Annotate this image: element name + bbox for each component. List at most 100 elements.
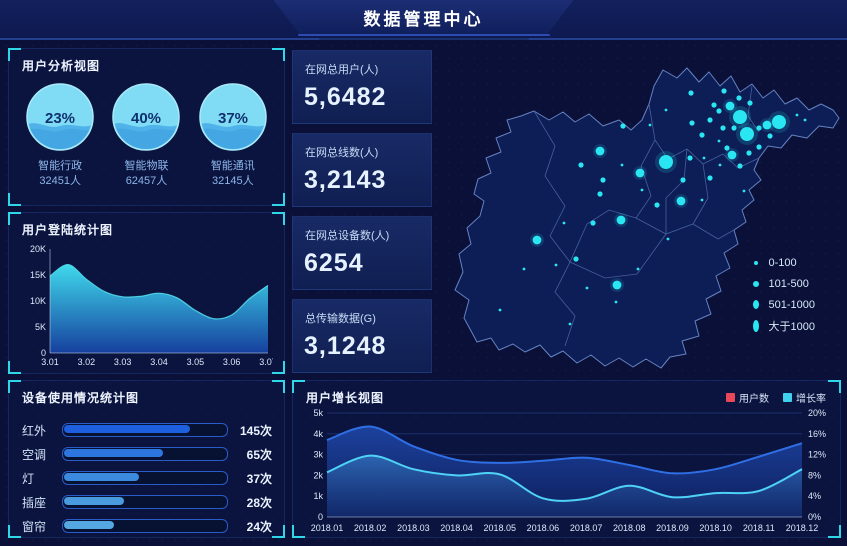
gauge-name: 智能物联 <box>124 160 169 172</box>
svg-text:3.06: 3.06 <box>223 357 241 367</box>
gauge-label: 智能物联 62457人 <box>124 159 168 190</box>
svg-text:2018.08: 2018.08 <box>613 523 646 533</box>
svg-text:4%: 4% <box>808 491 821 501</box>
panel-title: 用户增长视图 <box>306 391 385 405</box>
svg-text:37%: 37% <box>218 110 248 127</box>
map-legend-item: 大于1000 <box>752 315 816 336</box>
svg-text:0: 0 <box>318 512 323 522</box>
page-title: 数据管理中心 <box>363 9 484 29</box>
usage-bar-track <box>62 495 228 509</box>
svg-text:2018.06: 2018.06 <box>527 523 560 533</box>
svg-text:5K: 5K <box>35 322 46 332</box>
corner-bracket <box>8 48 21 61</box>
legend-label: 0-100 <box>768 256 797 269</box>
svg-text:16%: 16% <box>808 429 826 439</box>
legend-dot <box>752 319 759 332</box>
legend-label: 增长率 <box>796 394 826 405</box>
growth-chart: 0 1k 2k 3k 4k 5k 0% 4% 8% 12% 16% 20% 2018.01 2018.02… <box>311 408 826 533</box>
corner-bracket <box>272 525 285 538</box>
liquid-gauge: 40% 智能物联 62457人 <box>109 80 183 190</box>
svg-text:2018.07: 2018.07 <box>570 523 603 533</box>
gauge-group: 23% 智能行政 32451人 40% 智能物联 62457人 37% 智能通讯 32145人 <box>9 74 284 190</box>
region-map <box>454 67 840 369</box>
corner-bracket <box>292 525 305 538</box>
corner-bracket <box>8 212 21 225</box>
stat-card-total-data: 总传输数据(G) 3,1248 <box>292 299 432 373</box>
device-label: 插座 <box>22 495 47 510</box>
device-label: 窗帘 <box>22 519 47 534</box>
login-area-chart: 0 5K 10K 15K 20K 3.01 3.02 3.03 3.04 3.05 3.06 3.07 <box>30 244 273 367</box>
panel-title: 用户登陆统计图 <box>22 223 114 237</box>
usage-bar-track <box>62 423 228 437</box>
gauge-circle: 23% <box>26 83 94 151</box>
device-label: 灯 <box>22 471 35 486</box>
gauge-count: 62457人 <box>125 175 168 188</box>
svg-text:15K: 15K <box>30 270 46 280</box>
corner-bracket <box>272 212 285 225</box>
stat-label: 在网总设备数(人) <box>305 230 390 242</box>
svg-text:2018.10: 2018.10 <box>699 523 732 533</box>
gauge-count: 32145人 <box>212 175 254 188</box>
legend-item-用户数[interactable]: 用户数 <box>726 390 769 405</box>
stat-label: 总传输数据(G) <box>305 313 376 325</box>
usage-bar-track <box>62 447 228 461</box>
panel-device-usage: 设备使用情况统计图 红外 145次 空调 65次灯 37次 插座 28次 窗帘 24次 <box>8 380 285 538</box>
usage-bar-fill <box>64 497 124 505</box>
legend-item-增长率[interactable]: 增长率 <box>783 390 826 405</box>
gauge-circle: 37% <box>199 83 267 151</box>
device-usage-row: 灯 37次 <box>22 466 272 490</box>
svg-text:0: 0 <box>41 348 46 358</box>
device-usage-row: 红外 145次 <box>22 418 272 442</box>
svg-text:12%: 12% <box>808 450 826 460</box>
legend-label: 501-1000 <box>768 298 816 311</box>
usage-bar-fill <box>64 473 139 481</box>
map-legend-item: 501-1000 <box>752 294 816 315</box>
device-usage-row: 空调 65次 <box>22 442 272 466</box>
corner-bracket <box>8 361 21 374</box>
svg-text:3k: 3k <box>313 450 323 460</box>
svg-text:2018.02: 2018.02 <box>354 523 387 533</box>
usage-count: 28次 <box>246 495 272 510</box>
corner-bracket <box>292 380 305 393</box>
legend-label: 大于1000 <box>768 320 815 333</box>
usage-bar-fill <box>64 425 191 433</box>
svg-text:3.07: 3.07 <box>259 357 273 367</box>
corner-bracket <box>828 525 841 538</box>
svg-text:2018.12: 2018.12 <box>786 523 819 533</box>
gauge-count: 32451人 <box>39 175 81 188</box>
legend-swatch <box>783 393 792 402</box>
map-panel: 0-100 101-500 501-1000 大于1000 <box>437 48 841 374</box>
panel-user-growth: 用户增长视图 用户数 增长率 0 1k 2k 3k 4k 5k 0% 4% 8% 12% 16% 20%… <box>292 380 841 538</box>
corner-bracket <box>828 380 841 393</box>
usage-bar-fill <box>64 449 163 457</box>
device-usage-row: 插座 28次 <box>22 490 272 514</box>
corner-bracket <box>8 380 21 393</box>
stat-card-total-users: 在网总用户(人) 5,6482 <box>292 50 432 124</box>
gauge-label: 智能通讯 32145人 <box>211 159 255 190</box>
legend-label: 用户数 <box>739 394 769 405</box>
gauge-name: 智能行政 <box>38 160 83 172</box>
title-decoration <box>284 34 564 40</box>
usage-count: 37次 <box>246 471 272 486</box>
legend-dot <box>752 300 759 309</box>
legend-label: 101-500 <box>768 277 809 290</box>
liquid-gauge: 37% 智能通讯 32145人 <box>196 80 270 190</box>
svg-text:3.01: 3.01 <box>41 357 59 367</box>
svg-text:2018.11: 2018.11 <box>743 523 775 533</box>
corner-bracket <box>8 525 21 538</box>
stat-value: 3,2143 <box>304 166 387 194</box>
map-scatter-dots <box>498 88 807 326</box>
chart-legend: 用户数 增长率 <box>726 390 826 405</box>
svg-text:5k: 5k <box>313 408 323 418</box>
liquid-gauge: 23% 智能行政 32451人 <box>23 80 97 190</box>
svg-text:2018.09: 2018.09 <box>656 523 689 533</box>
stat-value: 6254 <box>304 249 364 277</box>
corner-bracket <box>272 361 285 374</box>
svg-text:3.03: 3.03 <box>114 357 132 367</box>
usage-count: 145次 <box>239 423 272 438</box>
usage-bar-fill <box>64 521 115 529</box>
svg-text:20%: 20% <box>808 408 826 418</box>
usage-bar-track <box>62 471 228 485</box>
stat-value: 5,6482 <box>304 83 387 111</box>
